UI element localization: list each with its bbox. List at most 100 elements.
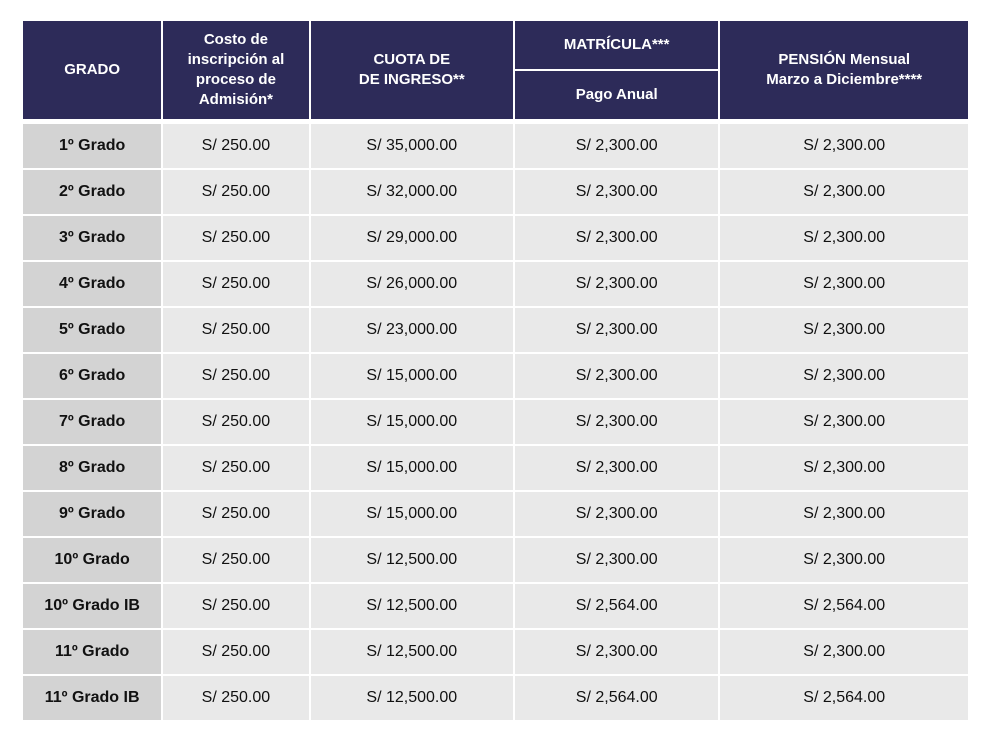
cuota-cell: S/ 26,000.00 <box>310 262 513 306</box>
table-row: 6º Grado S/ 250.00 S/ 15,000.00 S/ 2,300.00… <box>23 354 968 398</box>
header-cuota-line: CUOTA DE <box>373 51 451 68</box>
table-row: 2º Grado S/ 250.00 S/ 32,000.00 S/ 2,300.00… <box>23 170 968 214</box>
header-pension-line: Marzo a Diciembre**** <box>766 71 923 88</box>
matricula-cell: S/ 2,300.00 <box>515 446 719 490</box>
grade-cell: 1º Grado <box>23 124 162 168</box>
cuota-cell: S/ 23,000.00 <box>310 308 513 352</box>
grade-cell: 7º Grado <box>23 400 162 444</box>
cuota-cell: S/ 12,500.00 <box>310 538 513 582</box>
table-row: 11º Grado S/ 250.00 S/ 12,500.00 S/ 2,300.0… <box>23 630 968 674</box>
grade-cell: 6º Grado <box>23 354 162 398</box>
matricula-cell: S/ 2,300.00 <box>515 124 719 168</box>
inscripcion-cell: S/ 250.00 <box>163 538 309 582</box>
header-matricula-label: MATRÍCULA*** <box>563 36 670 53</box>
pension-cell: S/ 2,300.00 <box>720 262 968 306</box>
table-row: 11º Grado IB S/ 250.00 S/ 12,500.00 S/ 2,56… <box>23 676 968 720</box>
matricula-cell: S/ 2,564.00 <box>515 676 719 720</box>
inscripcion-cell: S/ 250.00 <box>163 262 309 306</box>
inscripcion-cell: S/ 250.00 <box>163 676 309 720</box>
matricula-cell: S/ 2,300.00 <box>515 308 719 352</box>
gap-cell <box>720 121 968 122</box>
table-header: GRADO Costo de inscripción al proceso de… <box>23 21 968 119</box>
grade-cell: 4º Grado <box>23 262 162 306</box>
matricula-cell: S/ 2,300.00 <box>515 262 719 306</box>
pension-cell: S/ 2,300.00 <box>720 538 968 582</box>
matricula-cell: S/ 2,300.00 <box>515 216 719 260</box>
header-costo-line: Costo de <box>203 31 269 48</box>
inscripcion-cell: S/ 250.00 <box>163 400 309 444</box>
table-row: 4º Grado S/ 250.00 S/ 26,000.00 S/ 2,300.00… <box>23 262 968 306</box>
pension-cell: S/ 2,300.00 <box>720 630 968 674</box>
header-grado: GRADO <box>23 21 162 119</box>
matricula-cell: S/ 2,300.00 <box>515 170 719 214</box>
matricula-cell: S/ 2,564.00 <box>515 584 719 628</box>
table-row: 1º Grado S/ 250.00 S/ 35,000.00 S/ 2,300.00… <box>23 124 968 168</box>
inscripcion-cell: S/ 250.00 <box>163 216 309 260</box>
grade-cell: 5º Grado <box>23 308 162 352</box>
matricula-cell: S/ 2,300.00 <box>515 538 719 582</box>
cuota-cell: S/ 35,000.00 <box>310 124 513 168</box>
grade-cell: 9º Grado <box>23 492 162 536</box>
table-row: 10º Grado S/ 250.00 S/ 12,500.00 S/ 2,300.0… <box>23 538 968 582</box>
inscripcion-cell: S/ 250.00 <box>163 492 309 536</box>
table-row: 7º Grado S/ 250.00 S/ 15,000.00 S/ 2,300.00… <box>23 400 968 444</box>
fee-table: GRADO Costo de inscripción al proceso de… <box>21 19 970 722</box>
pension-cell: S/ 2,564.00 <box>720 584 968 628</box>
grade-cell: 11º Grado <box>23 630 162 674</box>
matricula-cell: S/ 2,300.00 <box>515 630 719 674</box>
cuota-cell: S/ 12,500.00 <box>310 676 513 720</box>
pension-cell: S/ 2,300.00 <box>720 124 968 168</box>
gap-cell <box>515 121 718 122</box>
pension-cell: S/ 2,300.00 <box>720 308 968 352</box>
inscripcion-cell: S/ 250.00 <box>163 124 309 168</box>
inscripcion-cell: S/ 250.00 <box>163 630 309 674</box>
cuota-cell: S/ 29,000.00 <box>310 216 513 260</box>
table-row: 5º Grado S/ 250.00 S/ 23,000.00 S/ 2,300.00… <box>23 308 968 352</box>
grade-cell: 8º Grado <box>23 446 162 490</box>
cuota-cell: S/ 15,000.00 <box>310 354 513 398</box>
matricula-cell: S/ 2,300.00 <box>515 354 719 398</box>
grade-cell: 10º Grado <box>23 538 162 582</box>
header-row-2: Pago Anual <box>23 71 968 119</box>
table-row: 8º Grado S/ 250.00 S/ 15,000.00 S/ 2,300.00… <box>23 446 968 490</box>
header-cuota-line: DE INGRESO** <box>358 71 465 88</box>
table-body: 1º Grado S/ 250.00 S/ 35,000.00 S/ 2,300.00… <box>23 121 968 720</box>
inscripcion-cell: S/ 250.00 <box>163 308 309 352</box>
grade-cell: 2º Grado <box>23 170 162 214</box>
gap-cell <box>163 121 308 122</box>
matricula-cell: S/ 2,300.00 <box>515 492 719 536</box>
header-gap <box>23 121 968 122</box>
table-row: 9º Grado S/ 250.00 S/ 15,000.00 S/ 2,300.00… <box>23 492 968 536</box>
inscripcion-cell: S/ 250.00 <box>163 584 309 628</box>
pension-cell: S/ 2,300.00 <box>720 354 968 398</box>
header-cuota-ingreso: CUOTA DE DE INGRESO** <box>310 21 513 119</box>
cuota-cell: S/ 15,000.00 <box>310 446 513 490</box>
header-pago-anual-label: Pago Anual <box>575 86 658 103</box>
pension-cell: S/ 2,300.00 <box>720 216 968 260</box>
gap-cell <box>23 121 161 122</box>
header-matricula: MATRÍCULA*** <box>515 21 719 69</box>
pension-cell: S/ 2,300.00 <box>720 446 968 490</box>
table-row: 3º Grado S/ 250.00 S/ 29,000.00 S/ 2,300.00… <box>23 216 968 260</box>
pension-cell: S/ 2,300.00 <box>720 492 968 536</box>
header-costo-inscripcion: Costo de inscripción al proceso de Admis… <box>163 21 309 119</box>
header-costo-line: proceso de <box>195 71 276 88</box>
table-row: 10º Grado IB S/ 250.00 S/ 12,500.00 S/ 2,56… <box>23 584 968 628</box>
header-costo-line: inscripción al <box>187 51 285 68</box>
cuota-cell: S/ 15,000.00 <box>310 492 513 536</box>
grade-cell: 10º Grado IB <box>23 584 162 628</box>
pension-cell: S/ 2,300.00 <box>720 400 968 444</box>
header-pension-line: PENSIÓN Mensual <box>778 51 911 68</box>
cuota-cell: S/ 32,000.00 <box>310 170 513 214</box>
matricula-cell: S/ 2,300.00 <box>515 400 719 444</box>
cuota-cell: S/ 15,000.00 <box>310 400 513 444</box>
header-row-1: GRADO Costo de inscripción al proceso de… <box>23 21 968 119</box>
grade-cell: 3º Grado <box>23 216 162 260</box>
pension-cell: S/ 2,564.00 <box>720 676 968 720</box>
gap-cell <box>311 121 513 122</box>
header-pago-anual: Pago Anual <box>515 71 719 119</box>
header-pension: PENSIÓN Mensual Marzo a Diciembre**** <box>720 21 968 119</box>
inscripcion-cell: S/ 250.00 <box>163 170 309 214</box>
cuota-cell: S/ 12,500.00 <box>310 584 513 628</box>
inscripcion-cell: S/ 250.00 <box>163 354 309 398</box>
